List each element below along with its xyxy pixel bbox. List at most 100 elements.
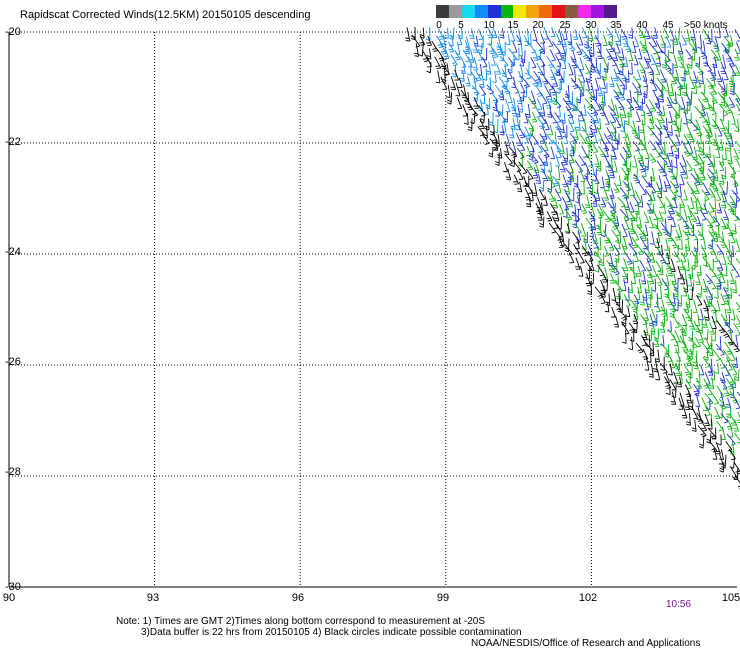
lat-label-26: -26 [5,356,21,368]
wind-barb [561,55,567,70]
wind-barb [666,229,674,242]
wind-barb [732,341,740,353]
wind-barb [656,273,663,286]
wind-barb [536,98,543,110]
lon-label-105: 105 [721,592,740,604]
wind-barb [699,168,706,181]
wind-barb [636,224,646,238]
wind-barb [706,433,712,444]
wind-barb [655,181,662,195]
wind-barb [522,175,528,187]
wind-barb [559,204,565,215]
wind-barb [723,132,731,145]
wind-barb [636,69,642,81]
wind-barb [499,125,505,136]
wind-barb [479,118,486,130]
wind-barb [674,27,681,41]
wind-barb [657,285,663,300]
wind-barb [666,96,673,109]
wind-barb [539,180,545,192]
wind-barb [683,363,691,376]
wind-barb [525,68,532,79]
wind-barb [469,105,479,118]
colorbar-tick-label: 45 [662,20,674,31]
wind-barb [574,160,584,173]
wind-barb [553,97,562,109]
wind-barb [675,133,681,146]
wind-barb [715,343,725,356]
wind-barb [575,257,581,270]
wind-barb [721,194,727,209]
wind-barb [720,217,727,230]
wind-barb [726,405,731,419]
wind-barb [621,279,627,292]
wind-barb [690,48,696,61]
wind-barb [562,174,569,188]
wind-barb [632,96,641,111]
wind-barb [579,110,585,122]
wind-barb [695,392,701,407]
wind-barb [612,68,619,82]
wind-barb [625,40,632,53]
wind-barb [556,146,562,158]
wind-barb [592,194,598,208]
lat-label-28: -28 [5,466,21,478]
wind-barb [530,57,537,69]
wind-barb [492,70,497,84]
wind-barb [649,342,655,357]
wind-barb [663,238,669,251]
wind-barb [680,96,686,110]
wind-barb [635,134,643,145]
wind-barb [705,273,714,285]
lat-label-24: -24 [5,246,21,258]
wind-barb [457,77,463,89]
wind-barb [527,41,536,54]
wind-barb [672,54,679,69]
wind-barb [681,35,688,46]
wind-barb [673,68,680,81]
wind-barb [564,183,571,195]
wind-barb [712,56,718,69]
wind-barb [700,209,707,221]
wind-barb [655,301,661,313]
wind-barb [583,231,588,244]
wind-barb [701,91,709,103]
wind-barb [588,126,595,137]
wind-barb [622,258,629,271]
wind-barb [634,250,639,262]
wind-barb [609,273,615,284]
wind-barb [643,250,652,263]
wind-barb [614,133,620,145]
wind-barb [505,98,511,113]
wind-barb [505,34,511,46]
wind-barb [726,140,732,152]
wind-barb [701,189,710,202]
wind-barb [675,77,684,90]
wind-barb [499,48,505,62]
wind-barb [550,146,556,160]
wind-barb [578,154,586,166]
wind-barb [438,28,445,40]
wind-barb [413,43,420,57]
wind-barb [715,146,721,159]
wind-barb [608,41,615,53]
wind-barb [580,181,585,195]
wind-barb [626,146,632,158]
lon-label-90: 90 [2,592,16,604]
wind-barb [727,251,732,266]
wind-barb [537,75,543,87]
wind-barb [670,391,677,405]
wind-barb [569,132,578,145]
wind-barb [658,210,664,222]
wind-barb [455,82,461,97]
wind-barb [716,125,723,137]
wind-barb [698,308,704,321]
wind-barb [588,27,594,42]
wind-barb [510,54,516,66]
wind-barb [690,29,696,41]
wind-barb [488,146,494,158]
wind-barb [668,146,674,157]
wind-barb [540,42,546,55]
wind-barb [606,27,614,38]
wind-barb [670,358,676,369]
